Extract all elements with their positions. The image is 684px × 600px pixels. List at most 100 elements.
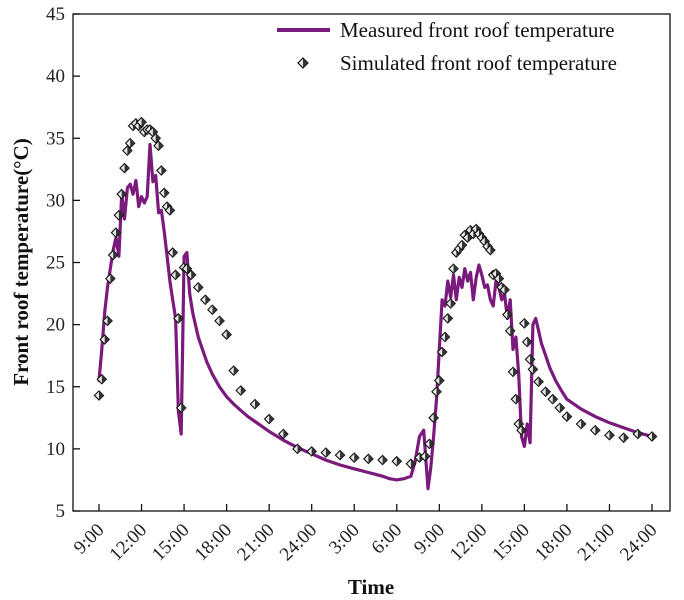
- simulated-point: [104, 273, 116, 285]
- simulated-point: [110, 227, 122, 239]
- simulated-point-shade: [490, 245, 495, 255]
- x-tick-label: 12:00: [446, 520, 491, 565]
- simulated-point-shade: [510, 326, 515, 336]
- simulated-point: [516, 424, 527, 436]
- simulated-point-shade: [396, 456, 402, 466]
- y-tick-label: 40: [46, 66, 65, 87]
- simulated-point-shade: [198, 282, 203, 292]
- simulated-point: [589, 424, 601, 436]
- series-measured-line: [97, 142, 654, 491]
- simulated-point: [167, 247, 179, 258]
- simulated-point: [499, 284, 510, 296]
- simulated-point-shade: [205, 295, 210, 305]
- simulated-point: [150, 132, 162, 144]
- simulated-point-shade: [161, 165, 166, 176]
- x-tick-label: 12:00: [106, 520, 151, 565]
- simulated-point: [436, 346, 448, 358]
- simulated-point: [493, 273, 505, 285]
- simulated-point: [214, 315, 225, 327]
- y-tick-label: 20: [46, 315, 65, 336]
- simulated-point-shade: [444, 332, 450, 342]
- simulated-point-shade: [513, 367, 518, 377]
- simulated-point: [527, 363, 539, 375]
- y-tick-label: 10: [46, 439, 65, 460]
- simulated-point: [561, 411, 573, 422]
- simulated-point: [431, 386, 442, 398]
- simulated-point-shade: [442, 347, 447, 357]
- y-tick-label: 25: [46, 253, 65, 274]
- simulated-point-shade: [116, 228, 121, 238]
- simulated-point: [102, 315, 113, 327]
- simulated-point: [113, 209, 125, 221]
- y-axis: 5 10 15 20 25 30 35 40 45: [46, 4, 80, 522]
- simulated-point: [119, 162, 130, 174]
- simulated-point-shade: [104, 334, 110, 345]
- simulated-point: [263, 413, 275, 425]
- simulated-point: [320, 447, 332, 458]
- simulated-point-shade: [340, 450, 345, 460]
- simulated-point-shade: [283, 429, 288, 439]
- simulated-point-shade: [498, 274, 504, 284]
- simulated-point: [618, 432, 630, 444]
- simulated-point: [363, 453, 374, 465]
- simulated-point: [501, 309, 513, 321]
- simulated-point: [207, 304, 218, 316]
- simulated-point: [153, 140, 164, 152]
- simulated-point: [575, 418, 587, 430]
- simulated-point-shade: [152, 127, 158, 137]
- simulated-point-shade: [155, 133, 161, 143]
- simulated-point-shade: [110, 274, 115, 284]
- legend: Measured front roof temperature Simulate…: [277, 18, 617, 75]
- simulated-point-shade: [297, 444, 303, 454]
- x-tick-label: 9:00: [410, 520, 449, 559]
- legend-simulated-label: Simulated front roof temperature: [340, 51, 617, 75]
- simulated-point: [646, 431, 658, 442]
- legend-simulated-marker-fill: [303, 58, 308, 68]
- simulated-point-marker: [448, 263, 459, 275]
- simulated-point-shade: [172, 247, 178, 258]
- simulated-point-shade: [175, 270, 181, 280]
- x-tick-label: 18:00: [531, 520, 576, 565]
- simulated-point: [99, 334, 111, 345]
- simulated-point-shade: [538, 377, 544, 387]
- simulated-point: [456, 239, 468, 251]
- simulated-point-shade: [325, 448, 331, 458]
- simulated-point-shade: [433, 413, 439, 423]
- simulated-point: [405, 458, 417, 470]
- simulated-point-shade: [623, 433, 629, 443]
- x-tick-label: 15:00: [488, 520, 533, 565]
- simulated-point-shade: [191, 270, 196, 280]
- simulated-point-shade: [382, 455, 388, 465]
- simulated-point-shade: [410, 459, 416, 469]
- simulated-point-shade: [559, 403, 565, 413]
- simulated-point-shade: [226, 329, 232, 340]
- simulated-point-shade: [212, 305, 218, 315]
- simulated-point: [428, 412, 440, 424]
- simulated-point: [632, 428, 644, 440]
- simulated-point: [156, 165, 167, 176]
- simulated-point-shade: [453, 264, 459, 274]
- simulated-point-shade: [595, 425, 600, 435]
- y-tick-label: 30: [46, 190, 65, 211]
- y-tick-label: 15: [46, 377, 65, 398]
- simulated-point: [164, 204, 176, 216]
- simulated-point: [199, 294, 211, 306]
- simulated-point: [221, 329, 232, 340]
- simulated-point-shade: [566, 411, 572, 422]
- simulated-point: [554, 402, 566, 414]
- simulated-point-shade: [219, 316, 225, 326]
- simulated-point-shade: [311, 446, 317, 456]
- simulated-point-marker: [504, 325, 516, 337]
- simulated-point: [521, 336, 533, 348]
- simulated-point: [507, 366, 519, 378]
- simulated-point: [524, 354, 536, 365]
- simulated-point: [391, 455, 403, 467]
- simulated-point: [510, 393, 522, 405]
- plot-frame: [72, 13, 671, 512]
- simulated-point: [433, 375, 445, 386]
- simulated-point: [424, 438, 435, 450]
- simulated-point-shade: [99, 390, 104, 401]
- simulated-point-shade: [637, 429, 643, 439]
- simulated-point-shade: [169, 205, 175, 215]
